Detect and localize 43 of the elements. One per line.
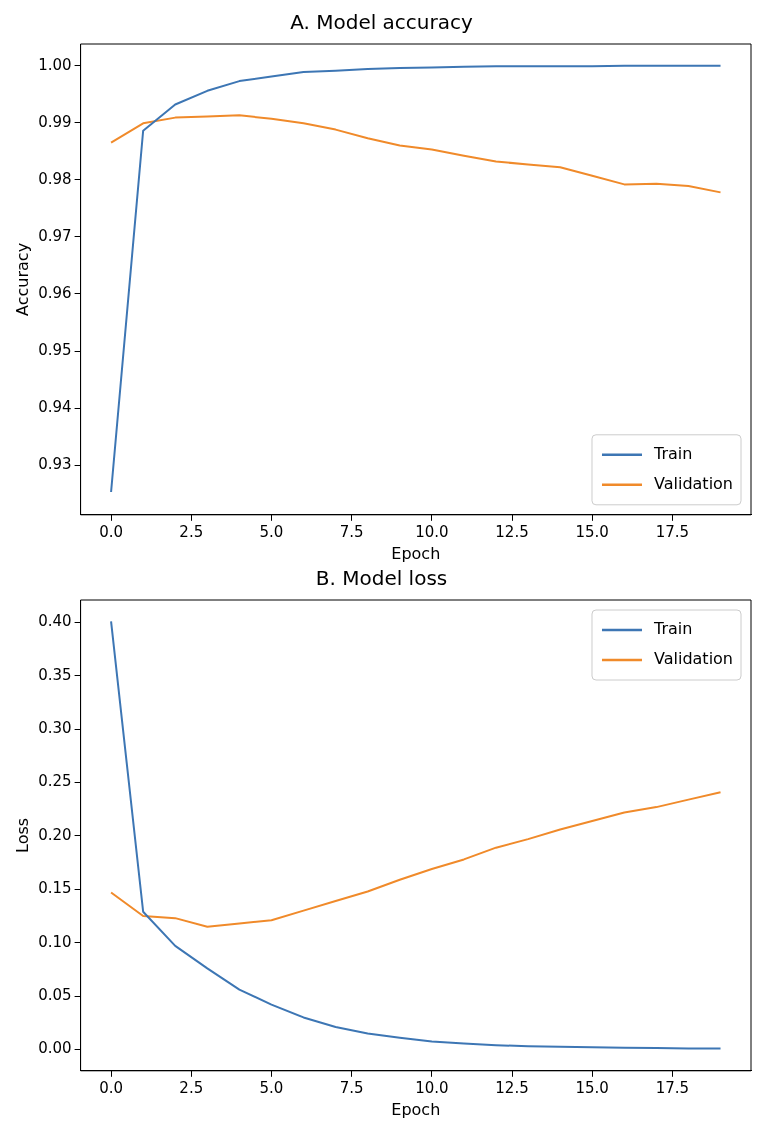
x-tick-label: 5.0	[259, 522, 284, 541]
y-tick-label: 0.93	[38, 455, 72, 474]
y-tick-label: 0.40	[38, 612, 72, 631]
x-tick-label: 10.0	[415, 522, 449, 541]
legend-label: Validation	[653, 473, 734, 493]
legend-label: Validation	[653, 649, 734, 669]
y-tick-label: 0.20	[38, 825, 72, 844]
x-tick-label: 7.5	[339, 522, 364, 541]
x-tick-label: 12.5	[495, 522, 529, 541]
x-tick-label: 0.0	[99, 1078, 123, 1097]
x-tick-label: 7.5	[339, 1078, 364, 1097]
y-tick-label: 0.00	[38, 1039, 72, 1058]
x-axis-title: Epoch	[391, 543, 441, 563]
y-tick-label: 0.94	[38, 397, 72, 416]
chart-title: A. Model accuracy	[290, 10, 474, 35]
y-tick-label: 0.10	[38, 932, 72, 951]
y-tick-label: 0.98	[38, 169, 72, 188]
y-tick-label: 1.00	[38, 55, 72, 74]
chart-title: B. Model loss	[315, 566, 448, 591]
y-tick-label: 0.15	[38, 879, 72, 898]
x-tick-label: 15.0	[575, 1078, 609, 1097]
x-tick-label: 15.0	[575, 522, 609, 541]
x-tick-label: 12.5	[495, 1078, 529, 1097]
y-tick-label: 0.96	[38, 283, 72, 302]
y-tick-label: 0.35	[38, 665, 72, 684]
legend-label: Train	[652, 619, 693, 639]
y-axis-title: Accuracy	[12, 242, 32, 316]
y-tick-label: 0.30	[38, 719, 72, 738]
x-tick-label: 17.5	[655, 522, 690, 541]
y-axis-title: Loss	[12, 817, 32, 853]
y-tick-label: 0.97	[38, 226, 72, 245]
y-tick-label: 0.25	[38, 772, 72, 791]
x-tick-label: 2.5	[179, 522, 204, 541]
y-tick-label: 0.99	[38, 112, 72, 131]
legend-label: Train	[652, 443, 693, 463]
x-tick-label: 17.5	[655, 1078, 690, 1097]
x-tick-label: 10.0	[415, 1078, 449, 1097]
x-axis-title: Epoch	[391, 1099, 441, 1119]
x-tick-label: 0.0	[99, 522, 123, 541]
y-tick-label: 0.95	[38, 340, 72, 359]
x-tick-label: 5.0	[259, 1078, 284, 1097]
y-tick-label: 0.05	[38, 985, 72, 1004]
x-tick-label: 2.5	[179, 1078, 204, 1097]
